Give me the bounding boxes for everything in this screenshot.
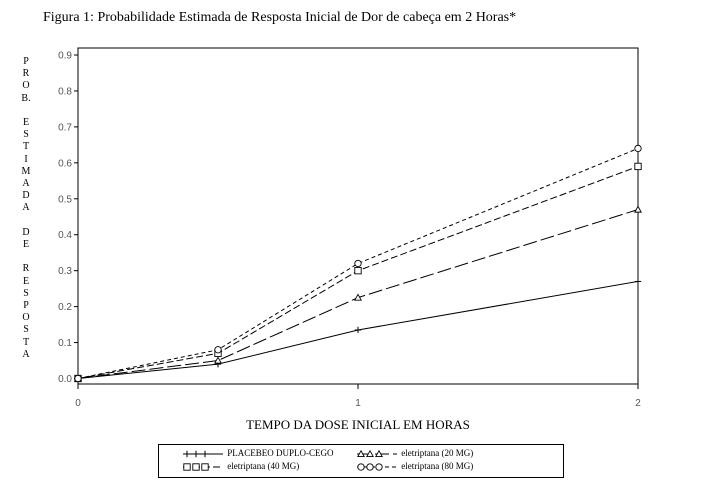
y-axis-label-letter: D xyxy=(22,226,30,238)
y-axis-label-letter: R xyxy=(22,263,30,275)
data-point-eletriptana-40-mg xyxy=(354,267,362,275)
legend-label-20mg: eletriptana (20 MG) xyxy=(401,448,474,458)
legend-marker xyxy=(375,449,383,457)
legend-marker xyxy=(201,463,209,471)
y-axis-label-letter: I xyxy=(24,153,28,165)
legend-swatch-20mg xyxy=(357,449,397,457)
y-axis-label-letter: R xyxy=(22,68,30,80)
legend-marker xyxy=(201,450,209,458)
data-point-eletriptana-20-mg xyxy=(214,356,222,364)
legend-marker xyxy=(366,449,374,457)
legend-item-40mg: eletriptana (40 MG) xyxy=(181,461,299,472)
data-point-eletriptana-80-mg xyxy=(74,374,82,383)
x-tick-label: 2 xyxy=(635,398,641,409)
y-axis-label-letter: O xyxy=(22,80,30,92)
y-tick-label: 0.6 xyxy=(58,158,72,169)
y-tick-label: 0.5 xyxy=(58,194,72,205)
data-point-placebeo-duplo-cego xyxy=(634,278,642,285)
legend-marker xyxy=(375,463,383,471)
series-line-placebeo-duplo-cego xyxy=(77,280,639,379)
legend-marker xyxy=(183,463,191,471)
legend-label-40mg: eletriptana (40 MG) xyxy=(227,461,300,471)
y-axis-label-letter: S xyxy=(23,129,29,141)
y-axis-label-letter: T xyxy=(22,141,30,153)
data-point-eletriptana-40-mg xyxy=(634,162,642,171)
legend-swatch-80mg xyxy=(357,463,397,471)
legend-swatch-40mg xyxy=(183,463,223,471)
legend-marker xyxy=(357,463,365,471)
y-tick-label: 0.1 xyxy=(58,338,72,349)
legend-marker xyxy=(192,463,200,471)
y-tick-label: 0.3 xyxy=(58,266,72,277)
series-line-eletriptana-80-mg xyxy=(77,147,639,379)
y-axis-label-letter: S xyxy=(23,287,29,299)
legend-item-20mg: eletriptana (20 MG) xyxy=(355,448,473,459)
series-line-eletriptana-20-mg xyxy=(77,209,639,379)
y-tick-label: 0.2 xyxy=(58,302,72,313)
legend-item-80mg: eletriptana (80 MG) xyxy=(355,461,473,472)
legend-marker xyxy=(366,463,374,471)
data-point-eletriptana-80-mg xyxy=(214,346,222,354)
plot-frame xyxy=(77,47,639,385)
y-axis-label-letter: E xyxy=(22,239,30,251)
legend-marker xyxy=(183,450,191,458)
y-tick-label: 0.0 xyxy=(58,374,72,385)
legend-label-placebo: PLACEBEO DUPLO-CEGO xyxy=(227,448,334,458)
y-tick-label: 0.9 xyxy=(58,51,72,62)
data-point-placebeo-duplo-cego xyxy=(354,326,362,334)
y-axis-label-letter: P xyxy=(23,300,29,312)
data-point-eletriptana-80-mg xyxy=(634,144,642,153)
y-axis-label-letter: E xyxy=(22,117,30,129)
y-tick-label: 0.4 xyxy=(58,230,72,241)
y-axis-label-letter: S xyxy=(23,324,29,336)
legend-item-placebo: PLACEBEO DUPLO-CEGO xyxy=(181,448,334,459)
data-point-eletriptana-20-mg xyxy=(354,293,362,301)
series-line-eletriptana-40-mg xyxy=(77,165,639,379)
y-tick-label: 0.7 xyxy=(58,122,72,133)
x-axis-label: TEMPO DA DOSE INICIAL EM HORAS xyxy=(246,417,470,432)
data-point-eletriptana-80-mg xyxy=(354,259,362,268)
y-axis-label-letter: A xyxy=(22,178,30,190)
y-axis-label-letter: D xyxy=(22,190,30,202)
y-axis-label-letter: E xyxy=(22,275,30,287)
y-tick-label: 0.8 xyxy=(58,86,72,97)
legend-swatch-placebo xyxy=(183,450,223,458)
y-axis-label-letter: M xyxy=(21,165,31,177)
x-tick-label: 0 xyxy=(75,398,81,409)
y-axis-label-letter: A xyxy=(22,348,30,360)
chart-title: Figura 1: Probabilidade Estimada de Resp… xyxy=(43,10,517,25)
y-axis-label-letter: T xyxy=(22,336,30,348)
y-axis-label-letter: P xyxy=(23,56,29,67)
y-axis-label-letter: O xyxy=(22,312,30,324)
legend-marker xyxy=(357,449,365,457)
x-tick-label: 1 xyxy=(355,398,361,409)
data-point-eletriptana-20-mg xyxy=(634,205,642,213)
y-axis-label-letter: B. xyxy=(21,92,31,104)
legend-marker xyxy=(192,450,200,458)
legend: PLACEBEO DUPLO-CEGO eletriptana (40 MG) … xyxy=(158,444,564,478)
legend-label-80mg: eletriptana (80 MG) xyxy=(401,461,474,471)
y-axis-label-letter: A xyxy=(22,202,30,214)
